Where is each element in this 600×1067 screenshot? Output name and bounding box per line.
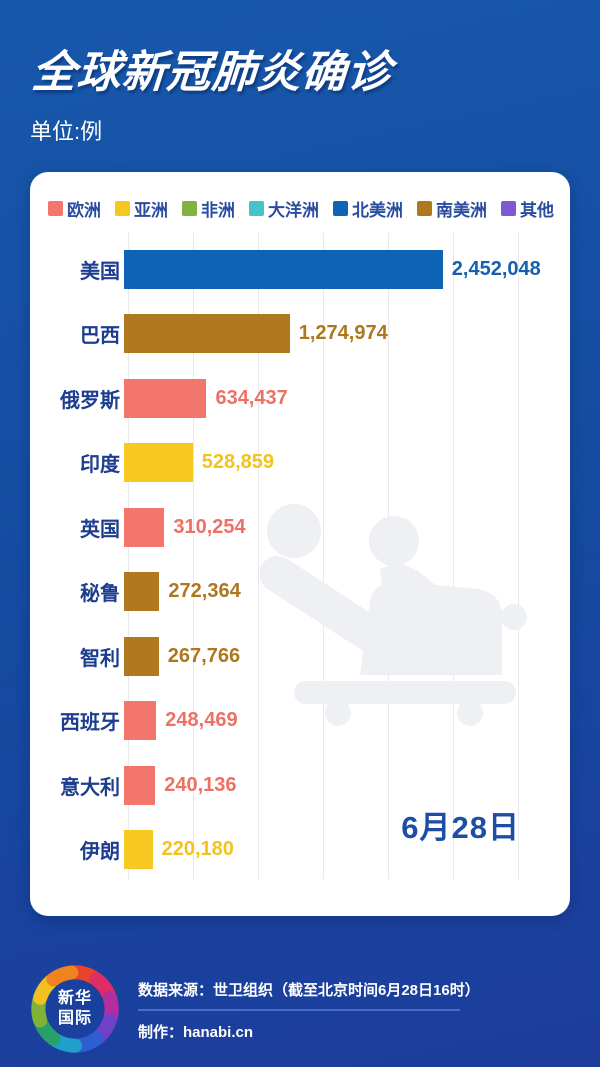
chart-rows: 美国 2,452,048 巴西 1,274,974 俄罗斯 634,437 印度 528,85… — [50, 237, 552, 882]
logo-ring-icon — [31, 965, 119, 1053]
country-label: 巴西 — [80, 325, 120, 348]
chart-row: 印度 528,859 — [50, 431, 552, 496]
bar — [124, 443, 193, 483]
country-label: 英国 — [80, 518, 120, 541]
legend-swatch-icon — [115, 201, 130, 216]
legend-item: 欧洲 — [48, 196, 101, 221]
chart-row: 美国 2,452,048 — [50, 237, 552, 302]
bar-value: 267,766 — [167, 644, 241, 667]
bar-value: 2,452,048 — [451, 257, 541, 280]
bar-value: 1,274,974 — [298, 322, 388, 345]
country-label: 印度 — [80, 454, 120, 477]
legend-label: 亚洲 — [134, 201, 168, 220]
credit: 制作：hanabi.cn — [138, 1023, 254, 1041]
page-title: 全球新冠肺炎确诊 — [30, 48, 394, 97]
bar-track: 267,766 — [124, 636, 552, 676]
chart-card: 欧洲 亚洲 非洲 大洋洲 北美洲 南美洲 其他 美国 2,452,048 巴西 1,274,974… — [30, 172, 570, 916]
gridline — [518, 233, 519, 879]
bar-value: 272,364 — [168, 580, 241, 603]
chart-row: 伊朗 220,180 — [50, 818, 552, 883]
logo-line1: 新华 — [57, 990, 92, 1007]
chart-date: 6月28日 — [401, 810, 520, 845]
header: 全球新冠肺炎确诊 单位:例 — [0, 0, 600, 146]
bar-track: 310,254 — [124, 507, 552, 547]
legend-label: 欧洲 — [67, 201, 101, 220]
bar — [124, 507, 165, 547]
gridline — [323, 233, 324, 879]
country-label: 俄罗斯 — [60, 389, 120, 412]
bar — [124, 701, 157, 741]
bar-value: 220,180 — [161, 838, 234, 861]
legend-item: 亚洲 — [115, 196, 168, 221]
gridline — [193, 233, 194, 879]
bar — [124, 314, 290, 354]
legend-label: 非洲 — [201, 201, 235, 220]
legend-swatch-icon — [182, 201, 197, 216]
chart-row: 俄罗斯 634,437 — [50, 366, 552, 431]
legend-swatch-icon — [501, 201, 516, 216]
bar — [124, 378, 207, 418]
legend-swatch-icon — [417, 201, 432, 216]
country-label: 智利 — [80, 647, 120, 670]
footer-text: 数据来源：世卫组织（截至北京时间6月28日16时） 制作：hanabi.cn — [138, 977, 480, 1042]
unit-label: 单位:例 — [30, 119, 103, 144]
bar-value: 310,254 — [173, 515, 246, 538]
legend-swatch-icon — [333, 201, 348, 216]
bar-track: 248,469 — [124, 701, 552, 741]
bar-track: 634,437 — [124, 378, 552, 418]
logo-line2: 国际 — [57, 1010, 92, 1027]
bar-track: 240,136 — [124, 765, 552, 805]
chart-row: 意大利 240,136 — [50, 753, 552, 818]
legend-item: 北美洲 — [333, 196, 403, 221]
country-label: 秘鲁 — [80, 583, 120, 606]
country-label: 美国 — [80, 260, 120, 283]
bar — [124, 249, 443, 289]
chart-row: 秘鲁 272,364 — [50, 560, 552, 625]
country-label: 西班牙 — [60, 712, 120, 735]
legend-item: 大洋洲 — [249, 196, 319, 221]
bar-track: 528,859 — [124, 443, 552, 483]
legend-label: 北美洲 — [352, 201, 403, 220]
bar-value: 528,859 — [201, 451, 275, 474]
legend-swatch-icon — [249, 201, 264, 216]
logo-text: 新华 国际 — [28, 962, 122, 1056]
legend-label: 其他 — [520, 201, 554, 220]
bar — [124, 830, 153, 870]
bar-track: 2,452,048 — [124, 249, 552, 289]
bar-value: 248,469 — [165, 709, 238, 732]
gridline — [128, 233, 129, 879]
bar-value: 634,437 — [215, 386, 288, 409]
bar-chart: 美国 2,452,048 巴西 1,274,974 俄罗斯 634,437 印度 528,85… — [50, 233, 552, 887]
bar-track: 220,180 — [124, 830, 552, 870]
bar-track: 1,274,974 — [124, 314, 552, 354]
chart-row: 英国 310,254 — [50, 495, 552, 560]
gridline — [453, 233, 454, 879]
bar — [124, 765, 156, 805]
chart-row: 西班牙 248,469 — [50, 689, 552, 754]
footer: 新华 国际 数据来源：世卫组织（截至北京时间6月28日16时） 制作：hanab… — [0, 962, 600, 1056]
bar-track: 272,364 — [124, 572, 552, 612]
data-source: 数据来源：世卫组织（截至北京时间6月28日16时） — [138, 981, 480, 999]
legend-label: 南美洲 — [436, 201, 487, 220]
footer-divider — [138, 1008, 460, 1011]
bar-value: 240,136 — [164, 773, 237, 796]
gridline — [258, 233, 259, 879]
country-label: 伊朗 — [80, 841, 120, 864]
legend-item: 其他 — [501, 196, 554, 221]
country-label: 意大利 — [60, 776, 120, 799]
bar — [124, 636, 159, 676]
legend-item: 南美洲 — [417, 196, 487, 221]
legend: 欧洲 亚洲 非洲 大洋洲 北美洲 南美洲 其他 — [48, 190, 554, 229]
xinhua-intl-logo: 新华 国际 — [28, 962, 122, 1056]
legend-label: 大洋洲 — [268, 201, 319, 220]
bar — [124, 572, 160, 612]
patient-bed-watermark-icon — [242, 485, 542, 735]
chart-row: 智利 267,766 — [50, 624, 552, 689]
chart-row: 巴西 1,274,974 — [50, 302, 552, 367]
legend-item: 非洲 — [182, 196, 235, 221]
legend-swatch-icon — [48, 201, 63, 216]
